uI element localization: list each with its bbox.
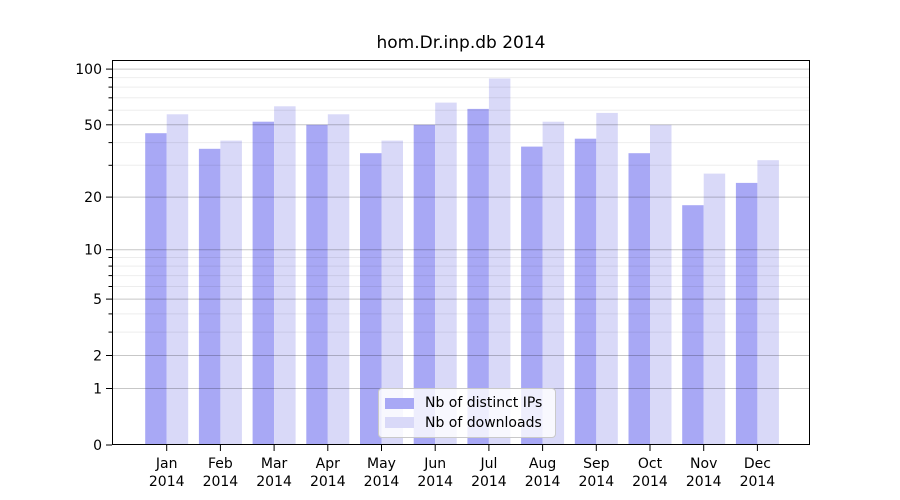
y-tick-label: 5: [93, 292, 102, 308]
bar-oct-downloads: [650, 124, 672, 446]
y-tick-label: 50: [84, 118, 102, 134]
y-tick-label: 0: [93, 438, 102, 454]
bar-may-downloads: [381, 140, 403, 445]
y-tick-label: 10: [84, 243, 102, 259]
bar-mar-distinct-ips: [252, 121, 275, 445]
y-tick-label: 2: [93, 349, 102, 365]
legend-label-distinct-ips: Nb of distinct IPs: [425, 395, 543, 412]
bar-sep-distinct-ips: [574, 138, 597, 445]
plot-border: [112, 60, 810, 445]
x-tick-label: Mar 2014: [256, 456, 292, 490]
x-tick-label: Apr 2014: [310, 456, 346, 490]
x-tick-label: Feb 2014: [203, 456, 239, 490]
bar-jul-downloads: [488, 78, 511, 445]
bar-mar-downloads: [274, 106, 296, 446]
bar-jun-distinct-ips: [413, 124, 436, 446]
legend-swatch-downloads: [385, 417, 414, 429]
y-tick-label: 100: [75, 62, 102, 78]
legend-item-downloads: Nb of downloads: [385, 415, 546, 431]
bar-aug-distinct-ips: [521, 146, 543, 445]
chart-title: hom.Dr.inp.db 2014: [376, 33, 546, 53]
y-tick-label: 20: [84, 190, 102, 206]
bar-aug-downloads: [542, 121, 565, 445]
bar-oct-distinct-ips: [628, 153, 650, 445]
bar-jan-distinct-ips: [145, 133, 167, 445]
legend-item-distinct-ips: Nb of distinct IPs: [385, 395, 546, 411]
bar-nov-distinct-ips: [682, 205, 704, 445]
bar-sep-downloads: [596, 112, 618, 446]
x-tick-label: Jul 2014: [471, 456, 507, 490]
x-tick-label: Jun 2014: [417, 456, 453, 490]
bar-dec-downloads: [757, 160, 779, 445]
x-tick-label: May 2014: [364, 456, 400, 490]
legend-swatch-distinct-ips: [385, 397, 414, 409]
bar-feb-downloads: [220, 140, 242, 445]
x-tick-label: Nov 2014: [686, 456, 722, 490]
x-tick-label: Jan 2014: [149, 456, 185, 490]
bar-apr-downloads: [327, 114, 350, 446]
bar-may-distinct-ips: [360, 153, 382, 445]
bar-feb-distinct-ips: [198, 148, 221, 446]
bar-jul-distinct-ips: [467, 108, 489, 446]
bar-dec-distinct-ips: [735, 182, 758, 445]
bar-jun-downloads: [435, 102, 457, 445]
x-tick-label: Sep 2014: [578, 456, 614, 490]
x-tick-label: Oct 2014: [632, 456, 668, 490]
bar-jan-downloads: [166, 114, 189, 446]
legend: Nb of distinct IPs Nb of downloads: [378, 388, 556, 438]
legend-label-downloads: Nb of downloads: [425, 414, 542, 431]
x-tick-label: Aug 2014: [525, 456, 561, 490]
x-tick-label: Dec 2014: [740, 456, 776, 490]
bar-apr-distinct-ips: [306, 124, 328, 446]
bar-nov-downloads: [703, 173, 726, 445]
y-tick-label: 1: [93, 382, 102, 398]
